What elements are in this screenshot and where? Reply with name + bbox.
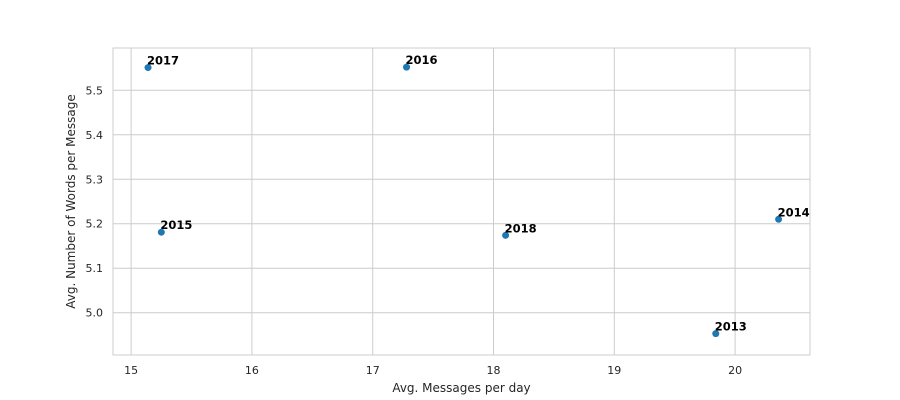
data-points (144, 63, 783, 338)
x-axis-label: Avg. Messages per day (392, 381, 530, 395)
y-axis-label: Avg. Number of Words per Message (64, 94, 78, 309)
point-label-2018: 2018 (505, 221, 537, 235)
point-label-2015: 2015 (160, 218, 192, 232)
y-axis-ticks: 5.0 5.1 5.2 5.3 5.4 5.5 (86, 84, 104, 319)
y-tick-label: 5.5 (86, 84, 104, 97)
point-label-2013: 2013 (715, 320, 747, 334)
x-tick-label: 16 (245, 364, 259, 377)
grid-lines (113, 48, 810, 355)
x-tick-label: 18 (487, 364, 501, 377)
x-tick-label: 15 (124, 364, 138, 377)
y-tick-label: 5.0 (86, 307, 104, 320)
plot-frame (112, 47, 811, 356)
x-axis-ticks: 15 16 17 18 19 20 (124, 364, 742, 377)
y-tick-label: 5.2 (86, 218, 104, 231)
data-point-2018 (502, 231, 510, 239)
x-tick-label: 17 (366, 364, 380, 377)
point-label-2017: 2017 (147, 54, 179, 68)
data-point-2013 (712, 330, 720, 338)
point-label-2016: 2016 (406, 53, 438, 67)
data-point-2016 (403, 63, 411, 71)
data-point-2017 (144, 64, 152, 72)
data-point-2014 (775, 215, 783, 223)
y-tick-label: 5.1 (86, 262, 104, 275)
y-tick-label: 5.3 (86, 173, 104, 186)
data-point-2015 (157, 228, 165, 236)
x-tick-label: 20 (728, 364, 742, 377)
point-labels: 2017 2016 2015 2018 2014 2013 (147, 53, 810, 334)
point-label-2014: 2014 (778, 205, 810, 219)
y-tick-label: 5.4 (86, 129, 104, 142)
x-tick-label: 19 (607, 364, 621, 377)
